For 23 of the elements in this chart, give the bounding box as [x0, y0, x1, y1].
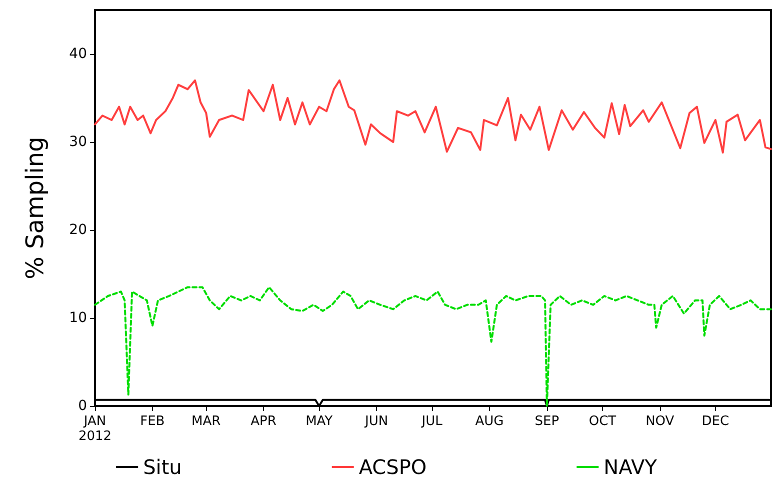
- x-tick-label: MAY: [306, 414, 333, 429]
- legend-label: Situ: [143, 455, 182, 479]
- x-tick-label: JUL: [420, 414, 444, 429]
- y-tick-label: 40: [69, 46, 87, 62]
- x-tick-label: DEC: [702, 414, 730, 429]
- legend-label: NAVY: [604, 455, 658, 479]
- y-tick-label: 20: [69, 222, 87, 238]
- y-axis-title: % Sampling: [21, 136, 49, 280]
- x-tick-label: JUN: [364, 414, 388, 429]
- x-tick-label: JAN 2012: [78, 414, 112, 444]
- x-tick-label: SEP: [534, 414, 560, 429]
- x-tick-label: AUG: [475, 414, 504, 429]
- y-tick-label: 10: [69, 310, 87, 326]
- x-tick-label: APR: [250, 414, 276, 429]
- x-tick-label: NOV: [646, 414, 674, 429]
- y-tick-label: 30: [69, 134, 87, 150]
- x-tick-label: FEB: [140, 414, 165, 429]
- y-tick-label: 0: [78, 398, 87, 414]
- x-tick-label: OCT: [588, 414, 616, 429]
- x-tick-label: MAR: [192, 414, 221, 429]
- line-series: [94, 286, 772, 407]
- line-series: [94, 79, 772, 154]
- legend-label: ACSPO: [358, 455, 427, 479]
